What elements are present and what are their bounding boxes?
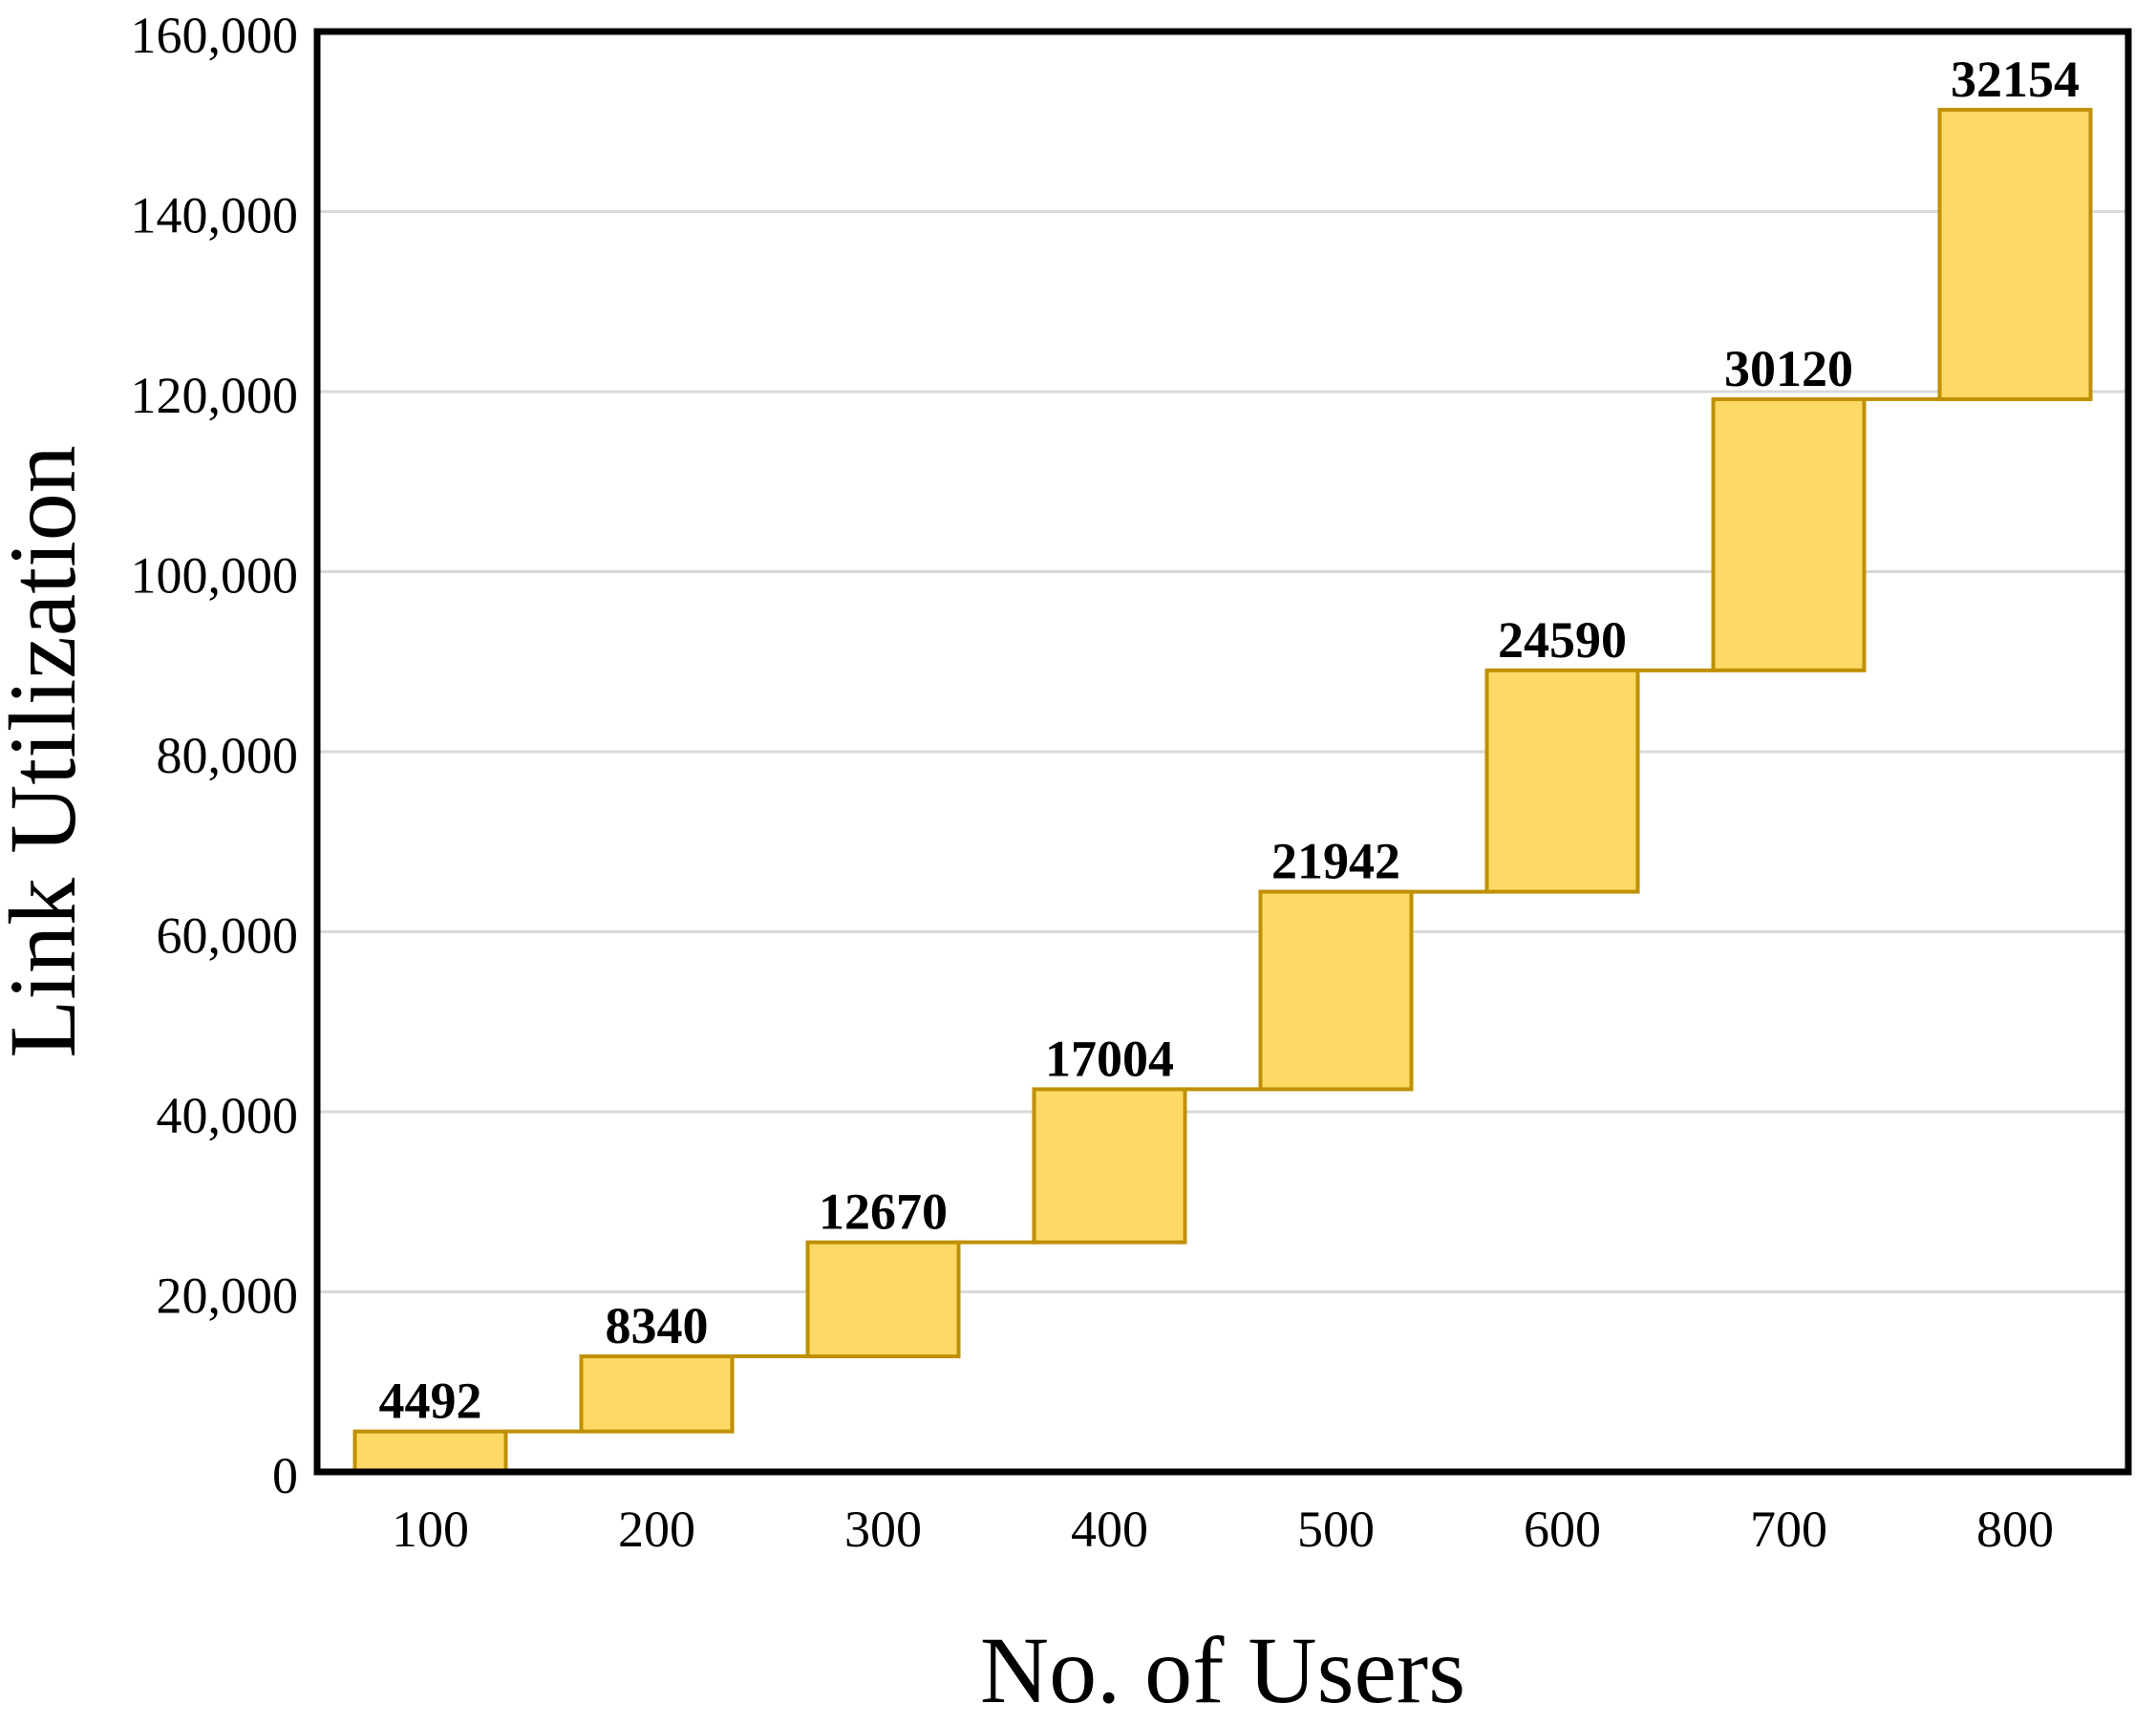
gridlines (317, 30, 2128, 1474)
x-tick-label: 500 (1297, 1501, 1375, 1558)
bar-value-label: 24590 (1498, 611, 1627, 669)
y-tick-label: 100,000 (131, 547, 299, 605)
x-tick-label: 700 (1750, 1501, 1827, 1558)
x-tick-label: 400 (1071, 1501, 1148, 1558)
y-tick-label: 20,000 (157, 1267, 299, 1325)
bar-value-label: 30120 (1724, 340, 1853, 397)
y-tick-label: 140,000 (131, 187, 299, 245)
bar-value-label: 21942 (1271, 833, 1400, 890)
bar (352, 1429, 508, 1474)
bar-value-label: 17004 (1045, 1030, 1174, 1087)
x-axis-title: No. of Users (980, 1617, 1465, 1723)
y-tick-label: 60,000 (157, 907, 299, 965)
bar (1711, 396, 1867, 672)
x-axis-tick-labels: 100 200 300 400 500 600 700 800 (392, 1501, 2054, 1558)
connector-lines (503, 396, 1942, 1434)
bar-value-labels: 4492 8340 12670 17004 21942 24590 30120 32154 (379, 51, 2081, 1430)
y-tick-label: 160,000 (131, 7, 299, 64)
x-tick-label: 600 (1524, 1501, 1601, 1558)
bar (1258, 889, 1414, 1092)
bar-value-label: 4492 (379, 1373, 482, 1430)
bar (1484, 668, 1640, 894)
y-tick-label: 80,000 (157, 727, 299, 784)
y-tick-label: 40,000 (157, 1087, 299, 1144)
x-tick-label: 100 (392, 1501, 469, 1558)
bar (1937, 107, 2093, 401)
x-tick-label: 300 (844, 1501, 922, 1558)
bars (352, 107, 2093, 1474)
bar (1032, 1087, 1187, 1245)
y-tick-label: 0 (272, 1447, 298, 1504)
bar (579, 1354, 735, 1434)
y-axis-title: Link Utilization (0, 445, 96, 1058)
x-tick-label: 200 (618, 1501, 695, 1558)
bar (805, 1240, 961, 1359)
x-tick-label: 800 (1976, 1501, 2054, 1558)
plot-border (313, 28, 2132, 1476)
y-tick-label: 120,000 (131, 367, 299, 424)
bar-value-label: 12670 (819, 1183, 948, 1241)
bar-value-label: 32154 (1951, 51, 2080, 108)
y-axis-tick-labels: 0 20,000 40,000 60,000 80,000 100,000 120,000 1… (131, 7, 299, 1504)
bar-value-label: 8340 (606, 1297, 709, 1354)
